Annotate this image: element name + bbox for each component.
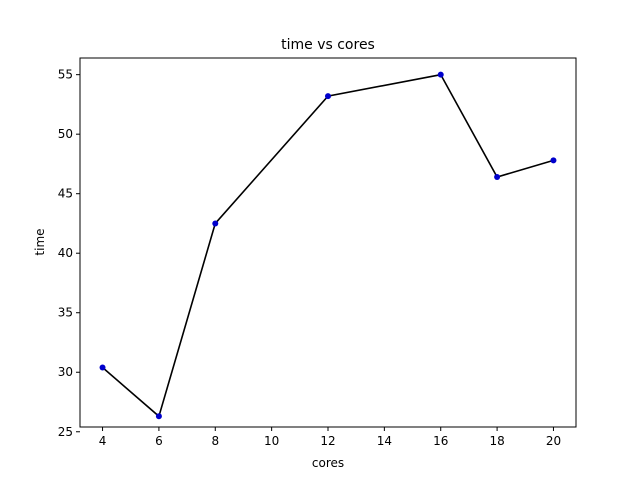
y-axis-ticks: 25 30 35 40 45 50 55 <box>58 68 80 439</box>
x-tick-label: 6 <box>155 434 163 448</box>
series-line <box>102 73 554 418</box>
x-tick-label: 12 <box>320 434 335 448</box>
x-tick-label: 4 <box>99 434 107 448</box>
data-point <box>325 93 331 100</box>
series-layer <box>99 71 557 420</box>
y-axis-title: time <box>33 228 47 255</box>
chart-title: time vs cores <box>281 37 375 53</box>
x-tick-label: 8 <box>211 434 219 448</box>
data-point <box>550 157 557 164</box>
x-tick-label: 20 <box>546 434 561 448</box>
x-axis-ticks: 4 6 8 10 12 14 16 18 20 <box>99 427 561 448</box>
x-axis-title: cores <box>312 456 344 470</box>
data-point <box>155 413 162 420</box>
x-tick-label: 18 <box>489 434 504 448</box>
y-tick-label: 35 <box>58 306 73 320</box>
data-point <box>437 71 444 78</box>
y-tick-label: 25 <box>58 425 73 439</box>
plot-area-frame <box>79 57 577 428</box>
data-point <box>99 364 106 371</box>
y-tick-label: 45 <box>58 187 73 201</box>
x-tick-label: 14 <box>377 434 392 448</box>
data-point <box>212 220 219 227</box>
y-tick-label: 50 <box>58 127 73 141</box>
y-tick-label: 55 <box>58 68 73 82</box>
x-tick-label: 10 <box>264 434 279 448</box>
y-tick-label: 30 <box>58 365 73 379</box>
data-point <box>494 174 501 181</box>
x-tick-label: 16 <box>433 434 448 448</box>
y-tick-label: 40 <box>58 246 73 260</box>
